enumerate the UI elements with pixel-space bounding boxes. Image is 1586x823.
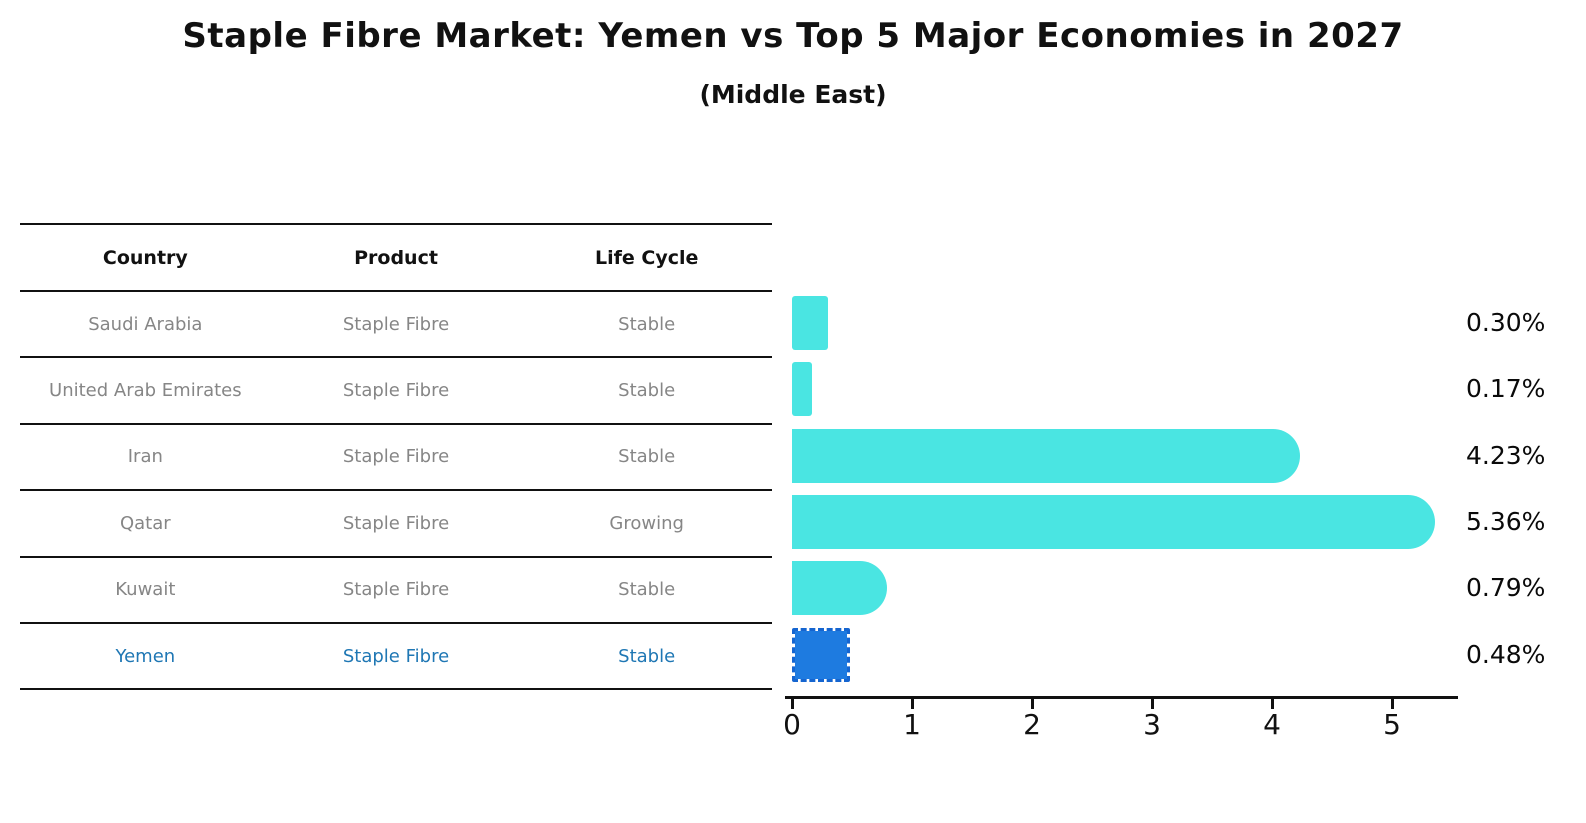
column-header-country: Country	[102, 246, 188, 269]
cell-country: Yemen	[115, 645, 176, 667]
x-axis-line	[785, 696, 1458, 699]
x-tick-1	[910, 698, 914, 709]
cell-country: Qatar	[119, 512, 171, 534]
bar-yemen	[792, 627, 850, 682]
cell-product: Staple Fibre	[342, 579, 450, 601]
table-row-yemen: Yemen Staple Fibre Stable	[20, 624, 772, 691]
chart-title: Staple Fibre Market: Yemen vs Top 5 Majo…	[182, 16, 1404, 56]
cell-product: Staple Fibre	[342, 313, 450, 335]
x-tick-label-1: 1	[903, 708, 921, 741]
table-row-iran: Iran Staple Fibre Stable	[20, 425, 772, 492]
x-tick-label-0: 0	[783, 708, 801, 741]
table-header-row: Country Product Life Cycle	[20, 225, 772, 292]
cell-life-cycle: Stable	[618, 446, 676, 468]
cell-product: Staple Fibre	[342, 645, 450, 667]
value-label-united-arab-emirates: 0.17%	[1466, 374, 1546, 404]
cell-country: Iran	[127, 446, 163, 468]
cell-life-cycle: Growing	[609, 512, 684, 534]
cell-country: United Arab Emirates	[49, 380, 242, 402]
x-tick-label-5: 5	[1383, 708, 1401, 741]
value-label-qatar: 5.36%	[1466, 507, 1546, 537]
country-table: Country Product Life Cycle Saudi Arabia S…	[20, 223, 772, 691]
chart-subtitle: (Middle East)	[699, 80, 887, 109]
cell-product: Staple Fibre	[342, 512, 450, 534]
bar-united-arab-emirates	[792, 362, 813, 417]
table-row-saudi-arabia: Saudi Arabia Staple Fibre Stable	[20, 292, 772, 359]
value-label-saudi-arabia: 0.30%	[1466, 308, 1546, 338]
cell-product: Staple Fibre	[342, 446, 450, 468]
cell-life-cycle: Stable	[618, 380, 676, 402]
cell-life-cycle: Stable	[618, 313, 676, 335]
x-tick-5	[1390, 698, 1394, 709]
table-row-kuwait: Kuwait Staple Fibre Stable	[20, 558, 772, 624]
bar-saudi-arabia	[792, 296, 828, 351]
column-header-life-cycle: Life Cycle	[594, 246, 699, 269]
cell-life-cycle: Stable	[618, 645, 676, 667]
cell-country: Saudi Arabia	[88, 313, 203, 335]
value-label-yemen: 0.48%	[1466, 639, 1546, 669]
table-row-qatar: Qatar Staple Fibre Growing	[20, 491, 772, 558]
x-tick-label-2: 2	[1023, 708, 1041, 741]
bar-qatar	[792, 495, 1436, 550]
x-tick-label-3: 3	[1143, 708, 1161, 741]
bar-kuwait	[792, 561, 887, 616]
x-tick-3	[1150, 698, 1154, 709]
x-tick-4	[1270, 698, 1274, 709]
table-row-united-arab-emirates: United Arab Emirates Staple Fibre Stable	[20, 358, 772, 425]
cell-country: Kuwait	[115, 579, 176, 601]
column-header-product: Product	[354, 246, 438, 269]
bar-iran	[792, 428, 1300, 483]
cell-product: Staple Fibre	[342, 380, 450, 402]
value-label-kuwait: 0.79%	[1466, 573, 1546, 603]
cell-life-cycle: Stable	[618, 579, 676, 601]
x-tick-2	[1030, 698, 1034, 709]
x-tick-label-4: 4	[1263, 708, 1281, 741]
value-label-iran: 4.23%	[1466, 440, 1546, 470]
x-tick-0	[790, 698, 794, 709]
